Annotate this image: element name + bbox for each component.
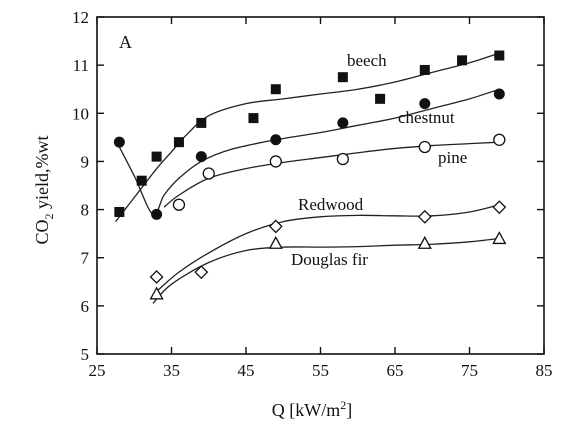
x-tick-label-55: 55 xyxy=(312,361,329,380)
point-chestnut-0 xyxy=(113,136,125,148)
point-beech-9 xyxy=(419,64,430,75)
point-douglas-fir-0 xyxy=(149,286,164,300)
point-beech-10 xyxy=(457,55,468,66)
point-beech-11 xyxy=(494,50,505,61)
series-label-douglas-fir: Douglas fir xyxy=(291,250,368,269)
point-douglas-fir-2 xyxy=(417,235,432,249)
point-redwood-4 xyxy=(492,200,507,215)
y-axis-title-post: yield,%wt xyxy=(32,135,52,213)
series-label-chestnut: chestnut xyxy=(398,108,455,127)
y-tick-label-8: 8 xyxy=(81,201,90,220)
point-pine-3 xyxy=(336,152,350,166)
y-axis-title: CO2 yield,%wt xyxy=(32,135,56,244)
point-redwood-3 xyxy=(417,209,432,224)
y-tick-label-6: 6 xyxy=(81,297,90,316)
x-tick-label-65: 65 xyxy=(387,361,404,380)
point-douglas-fir-1 xyxy=(268,235,283,249)
point-beech-3 xyxy=(173,137,184,148)
y-axis-title-sub: 2 xyxy=(42,213,56,219)
y-tick-label-7: 7 xyxy=(81,249,90,268)
y-tick-label-9: 9 xyxy=(81,152,90,171)
point-beech-5 xyxy=(248,113,259,124)
point-beech-7 xyxy=(337,72,348,83)
point-douglas-fir-3 xyxy=(492,231,507,245)
x-axis-title-end: ] xyxy=(346,400,352,420)
x-axis-title-main: Q [kW/m xyxy=(272,400,340,420)
point-beech-6 xyxy=(270,84,281,95)
x-tick-label-75: 75 xyxy=(461,361,478,380)
series-label-pine: pine xyxy=(438,148,467,167)
point-redwood-0 xyxy=(149,270,164,284)
x-tick-label-35: 35 xyxy=(163,361,180,380)
point-chestnut-2 xyxy=(195,151,207,163)
point-beech-4 xyxy=(196,117,207,128)
point-pine-5 xyxy=(493,133,506,146)
point-chestnut-3 xyxy=(270,134,282,146)
x-axis-title: Q [kW/m2] xyxy=(272,398,352,420)
fit-curve-pine xyxy=(163,141,500,208)
point-beech-0 xyxy=(114,206,125,217)
point-redwood-1 xyxy=(194,265,209,280)
point-chestnut-1 xyxy=(151,208,163,220)
plot-frame xyxy=(96,16,545,355)
fit-curve-redwood xyxy=(156,204,500,292)
y-tick-label-5: 5 xyxy=(81,345,90,364)
panel-label: A xyxy=(119,32,132,52)
y-tick-label-12: 12 xyxy=(72,8,89,27)
point-chestnut-4 xyxy=(337,117,349,129)
data-markers xyxy=(113,50,507,300)
point-pine-2 xyxy=(269,155,282,168)
point-pine-4 xyxy=(418,140,431,154)
point-chestnut-5 xyxy=(419,98,431,110)
x-tick-label-45: 45 xyxy=(238,361,255,380)
series-label-beech: beech xyxy=(347,51,387,70)
x-tick-label-85: 85 xyxy=(536,361,553,380)
y-tick-label-11: 11 xyxy=(73,56,89,75)
series-label-redwood: Redwood xyxy=(298,195,364,214)
fit-curve-douglas-fir xyxy=(152,237,500,304)
y-axis-title-pre: CO xyxy=(32,219,52,244)
point-beech-2 xyxy=(151,151,162,162)
x-axis-title-sup: 2 xyxy=(340,398,346,412)
y-tick-label-10: 10 xyxy=(72,104,89,123)
point-chestnut-6 xyxy=(493,88,505,100)
x-tick-label-25: 25 xyxy=(89,361,106,380)
point-pine-0 xyxy=(172,198,186,211)
plot-border xyxy=(96,16,545,355)
point-pine-1 xyxy=(202,167,215,180)
point-redwood-2 xyxy=(268,219,283,234)
axis-ticks: 25 35 45 55 65 75 85 5 6 7 8 9 10 11 12 xyxy=(72,8,553,380)
point-beech-8 xyxy=(375,93,386,104)
point-beech-1 xyxy=(136,175,147,186)
